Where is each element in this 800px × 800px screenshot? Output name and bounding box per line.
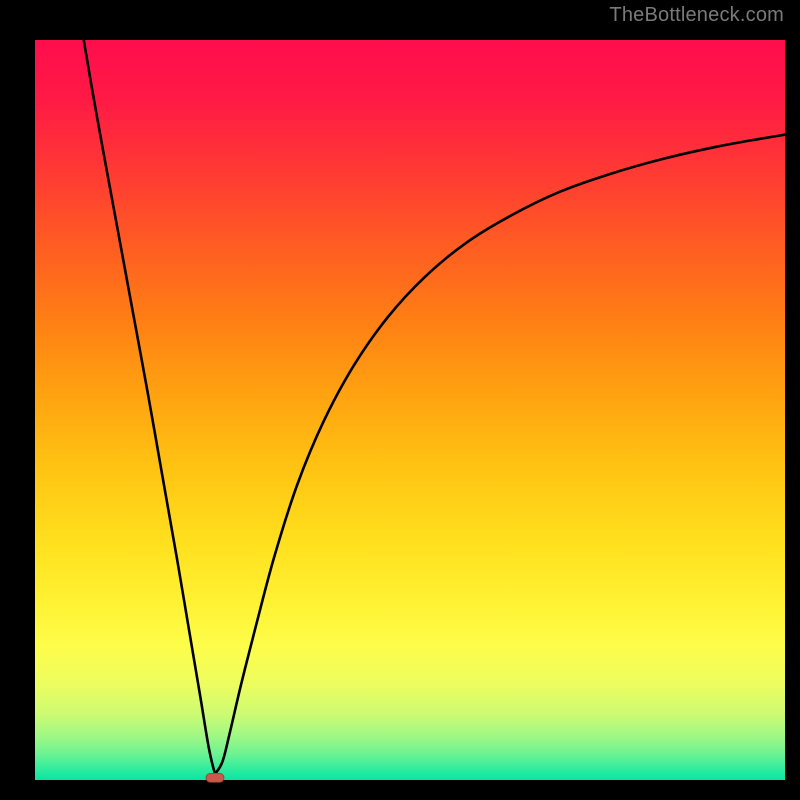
optimum-marker [206, 773, 224, 782]
bottleneck-chart [0, 0, 800, 800]
chart-frame: TheBottleneck.com [0, 0, 800, 800]
watermark-label: TheBottleneck.com [609, 4, 784, 27]
gradient-background [35, 40, 785, 780]
